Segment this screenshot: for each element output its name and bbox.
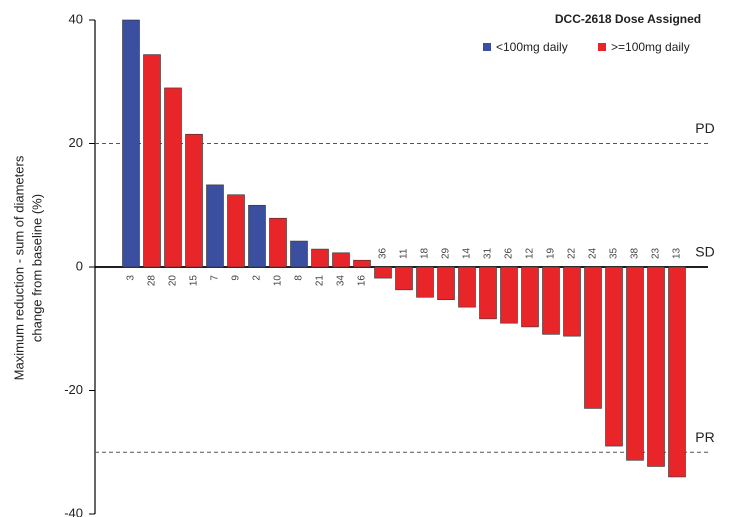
bar xyxy=(353,259,371,268)
bar xyxy=(668,266,686,478)
x-tick-label: 22 xyxy=(567,247,578,259)
x-tick-label: 14 xyxy=(462,247,473,259)
legend-title: DCC-2618 Dose Assigned xyxy=(555,12,701,26)
x-tick-label: 8 xyxy=(294,275,305,281)
x-tick-label: 29 xyxy=(441,247,452,259)
bar xyxy=(437,266,455,301)
bar xyxy=(206,184,224,268)
x-tick-label: 35 xyxy=(609,247,620,259)
x-tick-label: 11 xyxy=(399,248,410,259)
bar xyxy=(521,266,539,328)
y-tick-label: -20 xyxy=(64,382,83,397)
bar xyxy=(269,217,287,268)
x-tick-label: 2 xyxy=(252,275,263,281)
legend-swatch xyxy=(483,43,491,51)
bar xyxy=(143,54,161,268)
x-tick-label: 9 xyxy=(231,275,242,281)
y-tick-label: 20 xyxy=(69,135,83,150)
bar xyxy=(395,266,413,291)
bar xyxy=(605,266,623,447)
x-tick-label: 21 xyxy=(315,275,326,287)
bar xyxy=(458,266,476,308)
legend-label: <100mg daily xyxy=(496,40,568,54)
legend-swatch xyxy=(598,43,606,51)
x-tick-label: 23 xyxy=(651,247,662,259)
x-tick-label: 15 xyxy=(189,275,200,287)
bar xyxy=(542,266,560,335)
x-tick-label: 12 xyxy=(525,247,536,259)
bar xyxy=(563,266,581,337)
bar xyxy=(584,266,602,409)
x-tick-label: 18 xyxy=(420,247,431,259)
x-tick-label: 3 xyxy=(126,275,137,281)
y-axis-label: change from baseline (%) xyxy=(29,194,44,342)
x-tick-label: 19 xyxy=(546,247,557,259)
bar xyxy=(185,133,203,268)
x-tick-label: 24 xyxy=(588,247,599,259)
x-tick-label: 16 xyxy=(357,275,368,287)
x-tick-label: 28 xyxy=(147,275,158,287)
bar xyxy=(416,266,434,298)
reference-label: SD xyxy=(695,244,714,260)
y-tick-label: 40 xyxy=(69,11,83,26)
bar xyxy=(374,266,392,279)
x-tick-label: 26 xyxy=(504,247,515,259)
bar xyxy=(290,240,308,268)
y-tick-label: -40 xyxy=(64,505,83,517)
bar xyxy=(164,87,182,268)
bar xyxy=(500,266,518,324)
x-tick-label: 36 xyxy=(378,247,389,259)
x-tick-label: 34 xyxy=(336,275,347,287)
x-tick-label: 38 xyxy=(630,247,641,259)
bar xyxy=(248,204,266,268)
reference-label: PD xyxy=(695,120,714,136)
x-tick-label: 7 xyxy=(210,275,221,281)
bar xyxy=(227,194,245,268)
reference-label: PR xyxy=(695,429,714,445)
y-axis-label: Maximum reduction - sum of diameters xyxy=(11,155,26,380)
legend-label: >=100mg daily xyxy=(611,40,690,54)
y-tick-label: 0 xyxy=(76,258,83,273)
bar xyxy=(311,248,329,268)
bar xyxy=(647,266,665,467)
bar xyxy=(479,266,497,320)
bar xyxy=(332,252,350,268)
x-tick-label: 31 xyxy=(483,247,494,259)
x-tick-label: 10 xyxy=(273,275,284,287)
bar xyxy=(122,19,140,268)
x-tick-label: 20 xyxy=(168,275,179,287)
bar xyxy=(626,266,644,461)
x-tick-label: 13 xyxy=(672,247,683,259)
